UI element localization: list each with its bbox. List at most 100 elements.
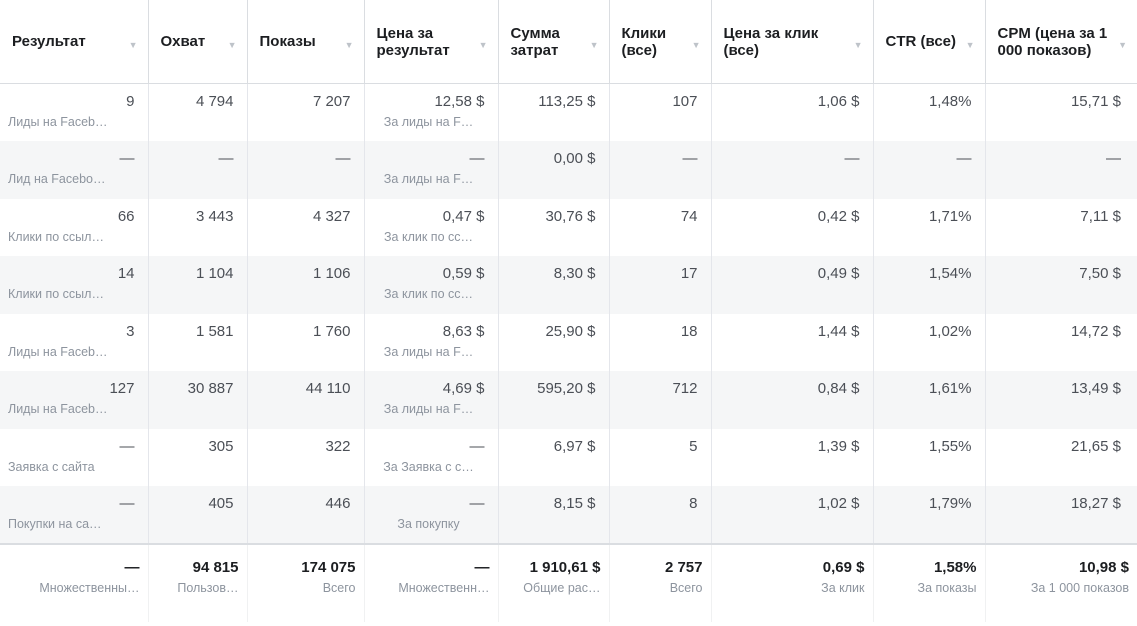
cell-cpm-value: 7,50 $ [1079,265,1121,282]
table-row[interactable]: — Покупки на са… 405 446 — За покупку 8,15 $ 8 1… [0,486,1137,544]
total-clicks: 2 757 Всего [609,542,712,622]
cell-amount-spent-value: 8,15 $ [553,495,596,512]
cell-cpc-value: 1,39 $ [817,437,860,455]
cell-reach: 3 443 [148,198,248,256]
cell-result: — Покупки на са… [0,486,149,544]
sort-caret-icon[interactable]: ▼ [853,40,863,50]
cell-result-subtitle: Лиды на Faceb… [8,115,108,129]
column-header-result[interactable]: Результат ▼ [0,0,149,84]
table-body: 9 Лиды на Faceb… 4 794 7 207 12,58 $ За лиды … [0,83,1137,544]
column-header-cost-per-result[interactable]: Цена за результат ▼ [364,0,499,84]
cell-reach-value: 1 104 [195,265,234,282]
sort-caret-icon[interactable]: ▼ [965,40,975,50]
cell-clicks: 74 [609,198,712,256]
cell-cpc: 1,06 $ [711,83,874,141]
cell-cpm-value: 15,71 $ [1070,93,1121,110]
cell-ctr: 1,02% [873,313,986,371]
table-row[interactable]: 127 Лиды на Faceb… 30 887 44 110 4,69 $ За ли… [0,371,1137,429]
cell-result-value: — [119,437,135,455]
cell-amount-spent-value: 8,30 $ [553,265,596,282]
cell-cost-per-result-value: — [469,495,485,512]
cell-cost-per-result-subtitle: За клик по сс… [384,287,473,301]
cell-cpc: 0,84 $ [711,371,874,429]
column-header-amount-spent[interactable]: Сумма затрат ▼ [498,0,610,84]
column-header-impressions[interactable]: Показы ▼ [247,0,365,84]
cell-result-value: 9 [126,93,135,110]
cell-result: 9 Лиды на Faceb… [0,83,149,141]
cell-cpc: — [711,141,874,199]
sort-caret-icon[interactable]: ▼ [691,40,701,50]
cell-cost-per-result-value: — [469,150,485,167]
cell-clicks: 8 [609,486,712,544]
cell-amount-spent-value: 595,20 $ [537,380,596,397]
column-header-ctr[interactable]: CTR (все) ▼ [873,0,986,84]
column-header-clicks[interactable]: Клики (все) ▼ [609,0,712,84]
total-ctr: 1,58% За показы [873,542,986,622]
cell-ctr-value: 1,71% [928,207,972,225]
column-header-cpm[interactable]: CPM (цена за 1 000 показов) ▼ [985,0,1137,84]
totals-row: — Множественны… 94 815 Пользов… 174 075 Все… [0,542,1137,622]
cell-ctr-value: 1,55% [928,437,972,455]
cell-clicks-value: 107 [672,93,698,110]
cell-cost-per-result-value: 8,63 $ [442,322,485,340]
cell-clicks-value: 8 [689,495,698,512]
column-header-reach[interactable]: Охват ▼ [148,0,248,84]
cell-ctr: 1,61% [873,371,986,429]
cell-cost-per-result: — За лиды на F… [364,141,499,199]
cell-reach-value: 4 794 [195,93,234,110]
table-row[interactable]: 9 Лиды на Faceb… 4 794 7 207 12,58 $ За лиды … [0,83,1137,141]
cell-cost-per-result-subtitle: За покупку [397,517,460,531]
sort-caret-icon[interactable]: ▼ [589,40,599,50]
total-cpm: 10,98 $ За 1 000 показов [985,542,1137,622]
cell-clicks: — [609,141,712,199]
cell-reach: 1 104 [148,256,248,314]
table-row[interactable]: 3 Лиды на Faceb… 1 581 1 760 8,63 $ За лиды н… [0,313,1137,371]
cell-impressions-value: 7 207 [312,93,351,110]
cell-clicks-value: 17 [680,265,698,282]
cell-result-value: 127 [109,380,135,397]
cell-result-subtitle: Заявка с сайта [8,459,95,474]
cell-cost-per-result-subtitle: За лиды на F… [383,115,474,129]
cell-impressions-value: 322 [325,437,351,455]
cell-result: — Заявка с сайта [0,428,149,486]
cell-result-subtitle: Лиды на Faceb… [8,402,108,416]
cell-cost-per-result: 12,58 $ За лиды на F… [364,83,499,141]
cell-reach-value: 30 887 [187,380,234,397]
cell-cost-per-result-value: 0,47 $ [442,207,485,225]
table-row[interactable]: — Лид на Facebo… — — — За лиды на F… 0,00 $ — — —… [0,141,1137,199]
cell-amount-spent-value: 0,00 $ [553,150,596,167]
table-row[interactable]: 66 Клики по ссыл… 3 443 4 327 0,47 $ За клик … [0,198,1137,256]
cell-amount-spent: 595,20 $ [498,371,610,429]
sort-caret-icon[interactable]: ▼ [128,40,138,50]
cell-clicks-value: — [682,150,698,167]
cell-reach: 405 [148,486,248,544]
cell-result: — Лид на Facebo… [0,141,149,199]
cell-cpc: 1,02 $ [711,486,874,544]
sort-caret-icon[interactable]: ▼ [1118,40,1127,50]
cell-amount-spent: 6,97 $ [498,428,610,486]
cell-clicks: 712 [609,371,712,429]
cell-clicks-value: 74 [680,207,698,225]
table-row[interactable]: — Заявка с сайта 305 322 — За Заявка с с… 6,97… [0,428,1137,486]
column-header-cpc[interactable]: Цена за клик (все) ▼ [711,0,874,84]
cell-cpm-value: 7,11 $ [1080,207,1121,225]
cell-ctr-value: 1,61% [928,380,972,397]
cell-cost-per-result-value: 12,58 $ [434,93,485,110]
cell-result: 127 Лиды на Faceb… [0,371,149,429]
cell-clicks: 17 [609,256,712,314]
cell-result-subtitle: Лид на Facebo… [8,172,106,186]
cell-ctr-value: 1,48% [928,93,972,110]
cell-result-value: — [119,150,135,167]
sort-caret-icon[interactable]: ▼ [227,40,237,50]
cell-cpc: 0,42 $ [711,198,874,256]
cell-cpc-value: — [844,150,860,167]
cell-impressions-value: 1 760 [312,322,351,340]
cell-reach-value: 1 581 [195,322,234,340]
cell-ctr: 1,54% [873,256,986,314]
sort-caret-icon[interactable]: ▼ [478,40,488,50]
cell-result-value: 3 [126,322,135,340]
cell-ctr-value: 1,79% [928,495,972,512]
table-row[interactable]: 14 Клики по ссыл… 1 104 1 106 0,59 $ За клик … [0,256,1137,314]
cell-ctr: 1,48% [873,83,986,141]
sort-caret-icon[interactable]: ▼ [344,40,354,50]
